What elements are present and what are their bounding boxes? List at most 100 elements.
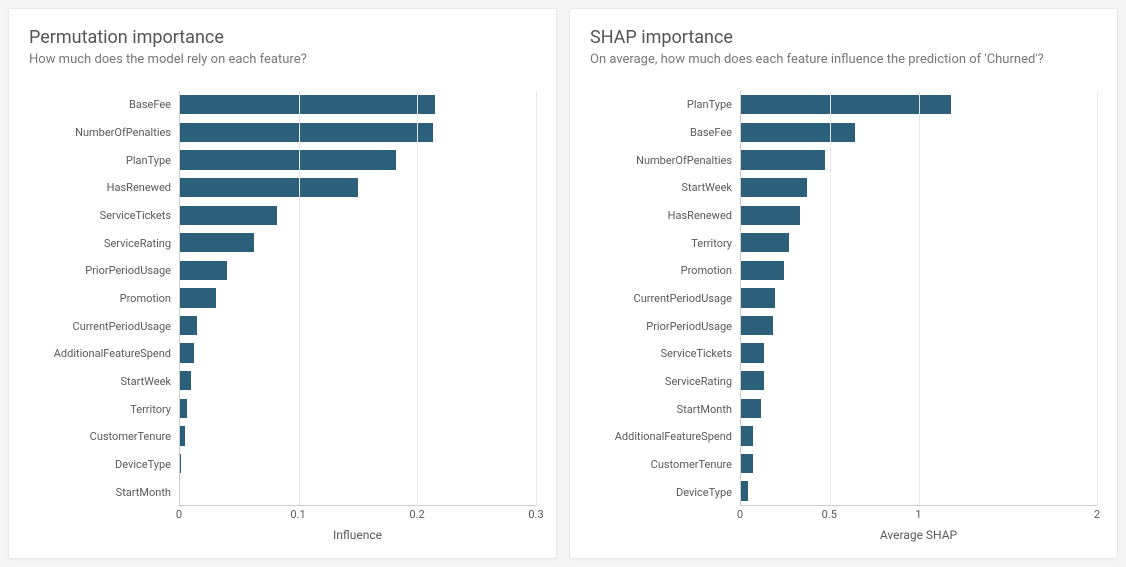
bar-row: [180, 119, 536, 147]
bar-row: [741, 174, 1097, 202]
feature-label: StartWeek: [29, 368, 179, 396]
feature-label: ServiceRating: [590, 368, 740, 396]
feature-label: NumberOfPenalties: [29, 119, 179, 147]
shap-chart: PlanTypeBaseFeeNumberOfPenaltiesStartWee…: [590, 91, 1097, 542]
bar: [741, 261, 784, 280]
bar: [741, 178, 807, 197]
feature-label: BaseFee: [29, 91, 179, 119]
feature-label: StartWeek: [590, 174, 740, 202]
feature-label: CurrentPeriodUsage: [590, 285, 740, 313]
bar: [180, 123, 433, 142]
bar: [741, 150, 825, 169]
bar: [180, 426, 185, 445]
feature-label: PlanType: [29, 146, 179, 174]
feature-label: AdditionalFeatureSpend: [29, 340, 179, 368]
bar-row: [741, 201, 1097, 229]
feature-label: PlanType: [590, 91, 740, 119]
bar-row: [180, 284, 536, 312]
permutation-axis-label: Influence: [179, 528, 536, 542]
feature-label: Territory: [590, 229, 740, 257]
bar: [180, 150, 396, 169]
permutation-title: Permutation importance: [29, 27, 536, 48]
bar-row: [180, 257, 536, 285]
permutation-bars-col: [179, 91, 536, 506]
bar: [741, 206, 800, 225]
bar: [180, 454, 181, 473]
bar-row: [741, 119, 1097, 147]
axis-tick: 0.1: [290, 508, 305, 521]
bar: [741, 399, 761, 418]
bar: [180, 288, 216, 307]
feature-label: BaseFee: [590, 119, 740, 147]
feature-label: StartMonth: [29, 478, 179, 506]
bar-row: [741, 477, 1097, 505]
bar: [741, 288, 775, 307]
axis-tick: 0.2: [409, 508, 424, 521]
axis-tick: 0: [176, 508, 182, 521]
bar-row: [180, 477, 536, 505]
bar: [180, 343, 194, 362]
shap-bars-col: [740, 91, 1097, 506]
permutation-ticks: 00.10.20.3: [179, 508, 536, 522]
bar-row: [741, 91, 1097, 119]
bar-row: [741, 284, 1097, 312]
bar-row: [741, 339, 1097, 367]
container: Permutation importance How much does the…: [8, 8, 1118, 559]
grid-line: [1097, 91, 1098, 505]
permutation-chart: BaseFeeNumberOfPenaltiesPlanTypeHasRenew…: [29, 91, 536, 542]
feature-label: CurrentPeriodUsage: [29, 312, 179, 340]
feature-label: ServiceTickets: [29, 202, 179, 230]
bar: [180, 206, 277, 225]
shap-axis-row: 00.512: [590, 508, 1097, 522]
bar-row: [180, 367, 536, 395]
bar-row: [180, 229, 536, 257]
grid-line: [536, 91, 537, 505]
shap-ticks: 00.512: [740, 508, 1097, 522]
bar-row: [180, 395, 536, 423]
feature-label: CustomerTenure: [29, 423, 179, 451]
feature-label: PriorPeriodUsage: [590, 312, 740, 340]
feature-label: HasRenewed: [590, 202, 740, 230]
bar: [741, 481, 748, 500]
bar-row: [180, 422, 536, 450]
bar-row: [180, 201, 536, 229]
permutation-card: Permutation importance How much does the…: [8, 8, 557, 559]
bar: [741, 123, 855, 142]
bar-row: [180, 91, 536, 119]
bar: [741, 233, 789, 252]
bar-row: [180, 450, 536, 478]
feature-label: CustomerTenure: [590, 451, 740, 479]
feature-label: Promotion: [590, 257, 740, 285]
shap-subtitle: On average, how much does each feature i…: [590, 52, 1097, 67]
shap-labels-col: PlanTypeBaseFeeNumberOfPenaltiesStartWee…: [590, 91, 740, 506]
bar-row: [741, 312, 1097, 340]
bar: [741, 95, 951, 114]
feature-label: DeviceType: [29, 451, 179, 479]
bar-row: [741, 257, 1097, 285]
shap-axis-label: Average SHAP: [740, 528, 1097, 542]
bar: [180, 261, 227, 280]
axis-tick: 2: [1094, 508, 1100, 521]
bar-row: [180, 146, 536, 174]
shap-card: SHAP importance On average, how much doe…: [569, 8, 1118, 559]
bar: [741, 316, 773, 335]
feature-label: HasRenewed: [29, 174, 179, 202]
bar-row: [741, 422, 1097, 450]
bar: [741, 454, 753, 473]
bar: [180, 316, 197, 335]
permutation-axis-row: 00.10.20.3: [29, 508, 536, 522]
bar: [741, 343, 764, 362]
bar: [180, 95, 435, 114]
bar: [180, 399, 187, 418]
feature-label: NumberOfPenalties: [590, 146, 740, 174]
feature-label: ServiceTickets: [590, 340, 740, 368]
bar-row: [741, 146, 1097, 174]
feature-label: Promotion: [29, 285, 179, 313]
bar: [741, 426, 753, 445]
feature-label: AdditionalFeatureSpend: [590, 423, 740, 451]
axis-tick: 0.5: [822, 508, 837, 521]
bar: [180, 233, 254, 252]
shap-bars-region: PlanTypeBaseFeeNumberOfPenaltiesStartWee…: [590, 91, 1097, 506]
bar: [180, 371, 191, 390]
shap-axis-label-row: Average SHAP: [590, 528, 1097, 542]
